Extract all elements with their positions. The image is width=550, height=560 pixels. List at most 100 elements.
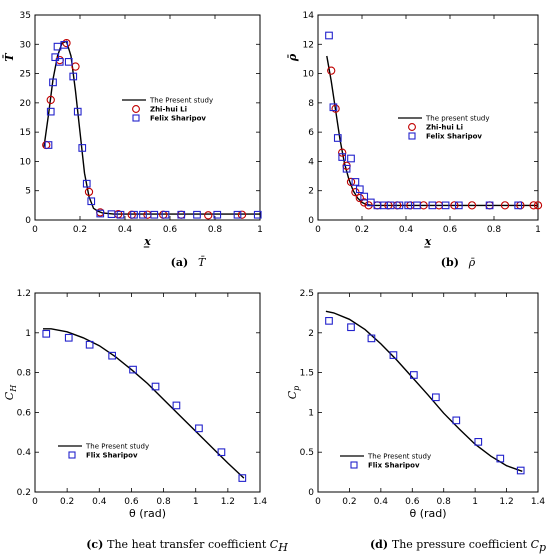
- data-point-square: [150, 210, 159, 219]
- x-tick-label: 0.8: [487, 225, 502, 235]
- data-point-square: [78, 144, 87, 152]
- y-tick-label: 30: [20, 40, 32, 50]
- data-point-square: [516, 466, 525, 475]
- data-point-square: [454, 201, 463, 210]
- y-tick-label: 5: [25, 187, 31, 197]
- data-point-square: [238, 474, 247, 482]
- data-point-circle: [500, 201, 510, 210]
- data-point-square: [64, 333, 73, 342]
- y-tick-label: 0.2: [17, 488, 31, 498]
- x-tick-label: 0: [315, 497, 321, 507]
- legend-label: Zhi-hui Li: [426, 124, 463, 132]
- x-tick-label: 0.6: [443, 225, 458, 235]
- x-tick-label: 1.2: [499, 497, 513, 507]
- x-tick-label: 1.4: [531, 497, 546, 507]
- series-line: [43, 328, 245, 479]
- legend-square-swatch: [350, 461, 358, 469]
- data-point-circle: [467, 201, 477, 210]
- panel-caption: (b) ρ̄: [441, 256, 476, 269]
- y-tick-label: 1.2: [17, 289, 31, 299]
- data-point-circle: [327, 66, 336, 75]
- panel-d: 0 0.2 0.4 0.6 0.8 1 1.2 1.4 0 0.5 1 1.5 2 2.5 θ (rad) C…: [286, 289, 546, 554]
- legend-label: The present study: [425, 115, 490, 123]
- legend-label: Felix Sharipov: [150, 115, 206, 123]
- y-axis-label: ρ̄: [286, 53, 299, 62]
- data-point-square: [46, 107, 55, 116]
- data-point-square: [172, 401, 181, 410]
- legend-label: Felix Sharipov: [426, 133, 482, 141]
- y-tick-label: 10: [20, 157, 32, 167]
- plot-frame: [34, 292, 261, 493]
- x-tick-label: 0.2: [60, 497, 74, 507]
- legend-label: Flix Sharipov: [86, 452, 138, 460]
- data-point-square: [51, 53, 60, 62]
- y-tick-label: 1: [25, 329, 31, 339]
- data-point-square: [253, 210, 262, 219]
- x-tick-label: 0.6: [124, 497, 139, 507]
- x-tick-label: 0.6: [163, 225, 178, 235]
- data-point-square: [69, 72, 78, 81]
- panel-caption: (c) The heat transfer coefficient CH: [86, 538, 288, 554]
- y-tick-label: 15: [20, 128, 31, 138]
- data-point-square: [85, 340, 94, 349]
- data-point-circle: [84, 187, 94, 197]
- y-tick-label: 2: [308, 329, 314, 339]
- data-point-square: [351, 178, 360, 186]
- y-tick-label: 0.8: [17, 369, 32, 379]
- data-point-circle: [62, 38, 71, 48]
- legend-label: The Present study: [149, 97, 213, 105]
- y-tick-label: 25: [20, 70, 31, 80]
- x-tick-label: 1: [472, 497, 478, 507]
- y-tick-label: 6: [308, 128, 314, 138]
- series-line: [325, 310, 523, 472]
- data-point-square: [55, 58, 64, 66]
- panel-caption: (d) The pressure coefficient Cp: [370, 538, 546, 554]
- legend-circle-swatch: [132, 105, 140, 113]
- data-point-square: [338, 153, 347, 161]
- data-point-square: [441, 201, 450, 210]
- data-point-square: [42, 329, 51, 338]
- x-tick-label: 0.8: [156, 497, 171, 507]
- x-tick-label: 0.2: [342, 497, 356, 507]
- data-point-circle: [338, 148, 347, 157]
- data-point-square: [329, 103, 338, 112]
- y-tick-label: 14: [303, 11, 315, 21]
- data-point-circle: [237, 210, 247, 219]
- legend-circle-swatch: [408, 123, 416, 131]
- data-point-square: [347, 323, 355, 332]
- data-point-square: [116, 210, 125, 219]
- x-tick-label: 0: [315, 225, 321, 235]
- data-point-square: [347, 154, 355, 163]
- x-tick-label: 0.2: [355, 225, 369, 235]
- y-axis-label: T̄: [2, 53, 16, 62]
- data-point-square: [496, 454, 505, 463]
- x-tick-label: 0.4: [374, 497, 389, 507]
- data-point-square: [193, 210, 201, 219]
- data-point-square: [107, 210, 116, 218]
- data-point-square: [233, 210, 242, 219]
- data-point-square: [129, 365, 137, 374]
- y-tick-label: 12: [303, 40, 314, 50]
- data-point-square: [213, 210, 222, 219]
- legend-square-swatch: [408, 132, 416, 140]
- panel-caption: (a) T̄: [171, 256, 207, 269]
- data-point-square: [82, 179, 91, 188]
- x-tick-label: 1.4: [253, 497, 268, 507]
- data-point-square: [485, 201, 494, 210]
- data-point-square: [130, 210, 138, 219]
- x-tick-label: 0.2: [73, 225, 87, 235]
- x-tick-label: 1: [257, 225, 263, 235]
- x-tick-label: 0.8: [437, 497, 452, 507]
- data-point-square: [432, 393, 440, 402]
- data-point-square: [151, 382, 160, 391]
- legend-label: The Present study: [85, 443, 149, 451]
- x-tick-label: 0: [32, 497, 38, 507]
- y-tick-label: 1.5: [300, 369, 314, 379]
- y-axis-label: CH: [3, 384, 18, 400]
